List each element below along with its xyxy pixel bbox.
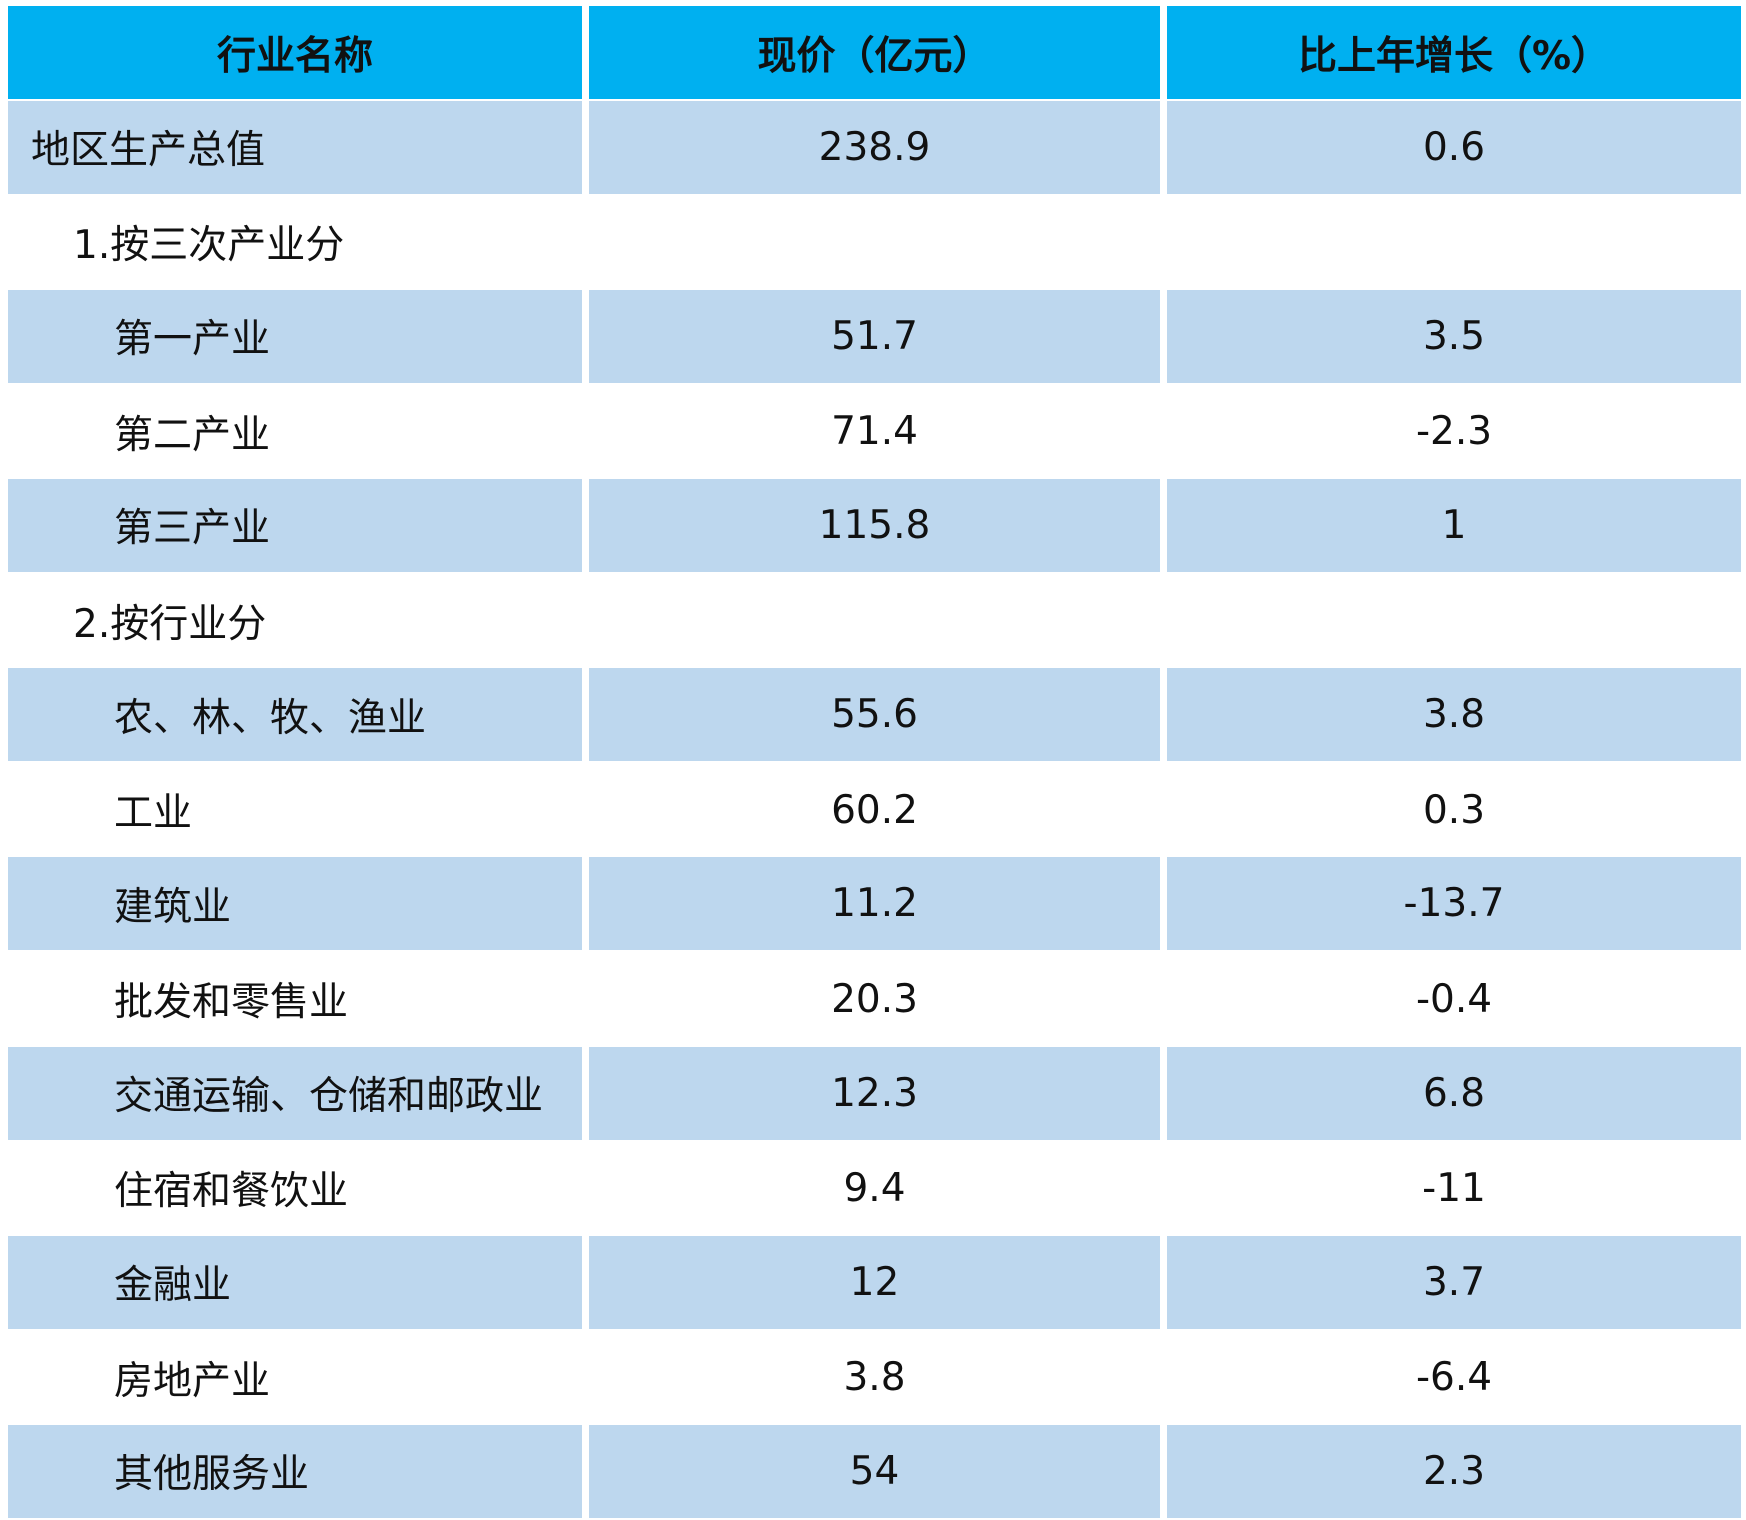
data-row: 交通运输、仓储和邮政业 12.3 6.8 bbox=[8, 1046, 1741, 1142]
row-label: 第二产业 bbox=[114, 412, 271, 458]
row-label: 批发和零售业 bbox=[114, 980, 349, 1026]
growth-cell: 3.7 bbox=[1167, 1235, 1741, 1329]
section-row: 2.按行业分 bbox=[8, 574, 1741, 669]
growth-cell: 0.3 bbox=[1422, 787, 1486, 833]
value-cell: 12 bbox=[589, 1235, 1160, 1329]
value-cell: 9.4 bbox=[843, 1165, 906, 1211]
data-row: 建筑业 11.2 -13.7 bbox=[8, 857, 1741, 952]
section-label: 2.按行业分 bbox=[73, 601, 267, 647]
data-row: 房地产业 3.8 -6.4 bbox=[8, 1330, 1741, 1425]
growth-cell: 6.8 bbox=[1167, 1046, 1741, 1140]
header-row: 行业名称 现价（亿元） 比上年增长（%） bbox=[8, 6, 1741, 101]
value-cell: 12.3 bbox=[589, 1046, 1160, 1140]
value-cell: 54 bbox=[589, 1424, 1160, 1518]
section-label: 1.按三次产业分 bbox=[73, 223, 345, 269]
data-row: 金融业 12 3.7 bbox=[8, 1235, 1741, 1331]
growth-cell: 3.8 bbox=[1167, 668, 1741, 762]
value-cell: 11.2 bbox=[589, 857, 1160, 951]
value-cell: 55.6 bbox=[589, 668, 1160, 762]
data-row: 地区生产总值 238.9 0.6 bbox=[8, 100, 1741, 196]
growth-cell: -13.7 bbox=[1167, 857, 1741, 951]
row-label: 农、林、牧、渔业 bbox=[8, 668, 582, 762]
data-row: 第二产业 71.4 -2.3 bbox=[8, 384, 1741, 479]
header-cell: 行业名称 bbox=[8, 6, 582, 99]
growth-cell: -2.3 bbox=[1415, 409, 1493, 455]
row-label: 房地产业 bbox=[114, 1358, 271, 1404]
header-cell: 现价（亿元） bbox=[589, 6, 1160, 99]
value-cell: 51.7 bbox=[589, 289, 1160, 383]
data-row: 第一产业 51.7 3.5 bbox=[8, 289, 1741, 385]
data-row: 农、林、牧、渔业 55.6 3.8 bbox=[8, 668, 1741, 763]
value-cell: 60.2 bbox=[831, 787, 918, 833]
row-label: 住宿和餐饮业 bbox=[114, 1169, 349, 1215]
data-row: 其他服务业 54 2.3 bbox=[8, 1424, 1741, 1520]
growth-cell: 3.5 bbox=[1167, 289, 1741, 383]
value-cell: 71.4 bbox=[831, 409, 918, 455]
row-label: 金融业 bbox=[8, 1235, 582, 1329]
growth-cell: 2.3 bbox=[1167, 1424, 1741, 1518]
header-cell: 比上年增长（%） bbox=[1167, 6, 1741, 99]
row-label: 第一产业 bbox=[8, 289, 582, 383]
row-label: 第三产业 bbox=[8, 478, 582, 572]
section-row: 1.按三次产业分 bbox=[8, 195, 1741, 290]
growth-cell: 0.6 bbox=[1167, 100, 1741, 194]
growth-cell: -6.4 bbox=[1415, 1355, 1493, 1401]
growth-cell: 1 bbox=[1167, 478, 1741, 572]
row-label: 地区生产总值 bbox=[8, 100, 582, 194]
row-label: 工业 bbox=[114, 791, 193, 837]
value-cell: 238.9 bbox=[589, 100, 1160, 194]
data-row: 工业 60.2 0.3 bbox=[8, 763, 1741, 858]
value-cell: 3.8 bbox=[843, 1355, 906, 1401]
row-label: 建筑业 bbox=[8, 857, 582, 951]
gdp-table: 行业名称 现价（亿元） 比上年增长（%） 地区生产总值 238.9 0.6 1.按三次… bbox=[8, 6, 1741, 1520]
data-row: 住宿和餐饮业 9.4 -11 bbox=[8, 1141, 1741, 1236]
data-row: 第三产业 115.8 1 bbox=[8, 478, 1741, 574]
growth-cell: -0.4 bbox=[1415, 976, 1493, 1022]
growth-cell: -11 bbox=[1422, 1165, 1486, 1211]
data-row: 批发和零售业 20.3 -0.4 bbox=[8, 952, 1741, 1047]
row-label: 其他服务业 bbox=[8, 1424, 582, 1518]
value-cell: 20.3 bbox=[831, 976, 918, 1022]
row-label: 交通运输、仓储和邮政业 bbox=[8, 1046, 582, 1140]
value-cell: 115.8 bbox=[589, 478, 1160, 572]
